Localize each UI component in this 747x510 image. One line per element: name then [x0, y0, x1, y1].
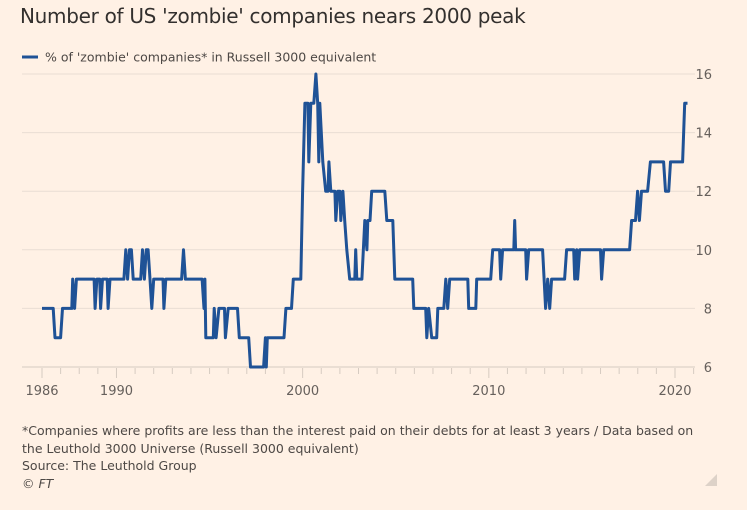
footnote-note: *Companies where profits are less than t…	[22, 423, 694, 456]
footnote: *Companies where profits are less than t…	[22, 422, 702, 492]
x-tick-label: 1990	[100, 384, 133, 399]
series-line	[42, 72, 688, 369]
y-tick-label: 16	[695, 68, 712, 83]
y-tick-label: 10	[695, 244, 712, 259]
x-tick-label: 2000	[286, 384, 319, 399]
x-tick-label: 2010	[472, 384, 505, 399]
legend-label: % of 'zombie' companies* in Russell 3000…	[45, 50, 376, 65]
x-tick-label: 1986	[25, 384, 58, 399]
y-tick-label: 6	[704, 361, 712, 376]
copyright-text: © FT	[22, 475, 54, 491]
line-chart: 1986 1990 2000 2010 2020 6 8 10 12 14 16 % of 'zo…	[22, 50, 712, 399]
y-tick-label: 12	[695, 185, 712, 200]
source-text: Source: The Leuthold Group	[22, 458, 197, 473]
resize-handle-icon[interactable]	[705, 474, 717, 486]
x-tick-label: 2020	[658, 384, 691, 399]
y-tick-label: 8	[704, 302, 712, 317]
chart-title: Number of US 'zombie' companies nears 20…	[20, 4, 526, 28]
y-tick-label: 14	[695, 127, 712, 142]
